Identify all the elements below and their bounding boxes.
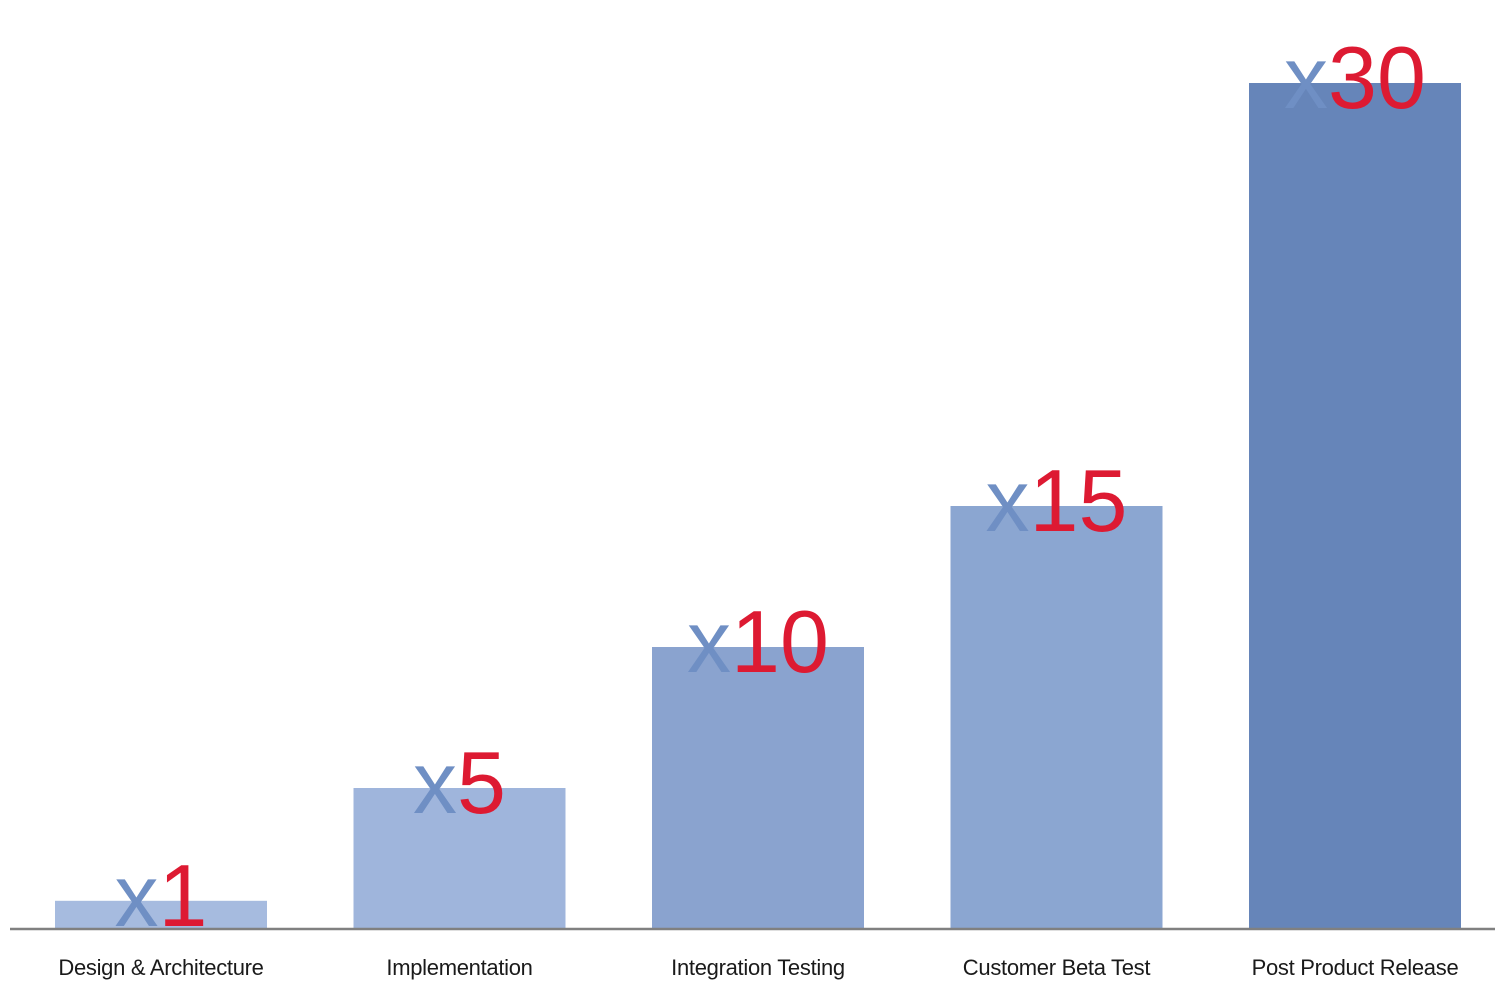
data-label-value: 5 <box>457 733 506 832</box>
bars-layer <box>55 83 1461 929</box>
data-label-value: 15 <box>1030 451 1128 550</box>
bar-implementation <box>353 788 566 929</box>
category-labels-layer: Design & Architecture Implementation Integ… <box>58 955 1458 980</box>
category-label-integration-testing: Integration Testing <box>671 955 845 980</box>
category-label-implementation: Implementation <box>386 955 532 980</box>
data-label-prefix: x <box>1284 28 1328 127</box>
data-label-design-architecture: x1 <box>115 846 208 945</box>
category-label-design-architecture: Design & Architecture <box>58 955 263 980</box>
bar-design-architecture <box>55 900 267 929</box>
data-label-prefix: x <box>115 846 159 945</box>
category-label-post-product-release: Post Product Release <box>1252 955 1459 980</box>
data-label-implementation: x5 <box>413 733 506 832</box>
data-label-value: 30 <box>1328 28 1426 127</box>
data-label-value: 1 <box>159 846 208 945</box>
data-label-integration-testing: x10 <box>687 592 829 691</box>
bar-customer-beta-test <box>950 506 1163 929</box>
data-label-prefix: x <box>413 733 457 832</box>
data-label-prefix: x <box>986 451 1030 550</box>
bar-post-product-release <box>1249 83 1461 929</box>
data-label-prefix: x <box>687 592 731 691</box>
data-label-post-product-release: x30 <box>1284 28 1426 127</box>
bar-integration-testing <box>652 647 864 929</box>
data-label-value: 10 <box>731 592 829 691</box>
category-label-customer-beta-test: Customer Beta Test <box>963 955 1151 980</box>
data-label-customer-beta-test: x15 <box>986 451 1128 550</box>
